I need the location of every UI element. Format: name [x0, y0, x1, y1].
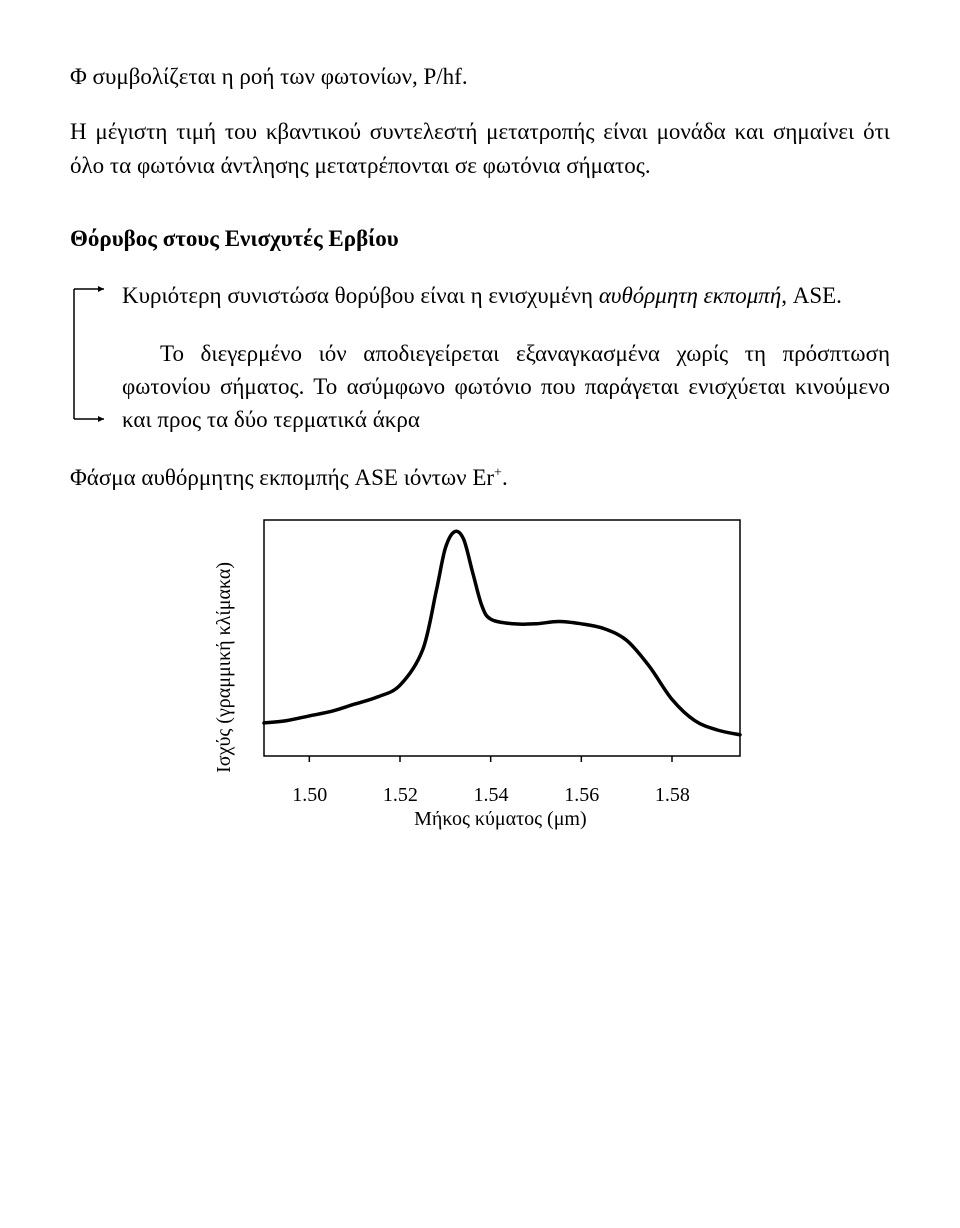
- section-heading: Θόρυβος στους Ενισχυτές Ερβίου: [70, 222, 890, 255]
- caption-text-a: Φάσμα αυθόρμητης εκπομπής ASE ιόντων Er: [70, 465, 494, 490]
- caption-superscript: +: [494, 465, 502, 480]
- chart-xtick-label: 1.54: [474, 781, 509, 810]
- bullet-group: Κυριότερη συνιστώσα θορύβου είναι η ενισ…: [70, 279, 890, 436]
- bullet1-text-a: Κυριότερη συνιστώσα θορύβου είναι η ενισ…: [122, 283, 599, 308]
- paragraph-2: Η μέγιστη τιμή του κβαντικού συντελεστή …: [70, 115, 890, 182]
- chart-xticks: 1.501.521.541.561.58: [250, 779, 750, 803]
- bullet1-text-italic: αυθόρμητη εκπομπή: [599, 283, 781, 308]
- paragraph-1: Φ συμβολίζεται η ροή των φωτονίων, P/hf.: [70, 60, 890, 93]
- chart-caption: Φάσμα αυθόρμητης εκπομπής ASE ιόντων Er+…: [70, 461, 890, 494]
- bullet-item-1: Κυριότερη συνιστώσα θορύβου είναι η ενισ…: [122, 279, 890, 312]
- chart-ylabel: Ισχύς (γραμμική κλίμακα): [210, 562, 239, 773]
- bullet-connector: [68, 285, 118, 465]
- bullet1-text-c: , ASE.: [781, 283, 842, 308]
- chart-plot: [250, 510, 750, 770]
- chart-xtick-label: 1.58: [655, 781, 690, 810]
- bullet-item-2: Το διεγερμένο ιόν αποδιεγείρεται εξαναγκ…: [122, 337, 890, 437]
- chart-xtick-label: 1.50: [292, 781, 327, 810]
- chart-xtick-label: 1.56: [564, 781, 599, 810]
- chart-container: Ισχύς (γραμμική κλίμακα) 1.501.521.541.5…: [70, 510, 890, 834]
- caption-text-b: .: [502, 465, 508, 490]
- chart-xtick-label: 1.52: [383, 781, 418, 810]
